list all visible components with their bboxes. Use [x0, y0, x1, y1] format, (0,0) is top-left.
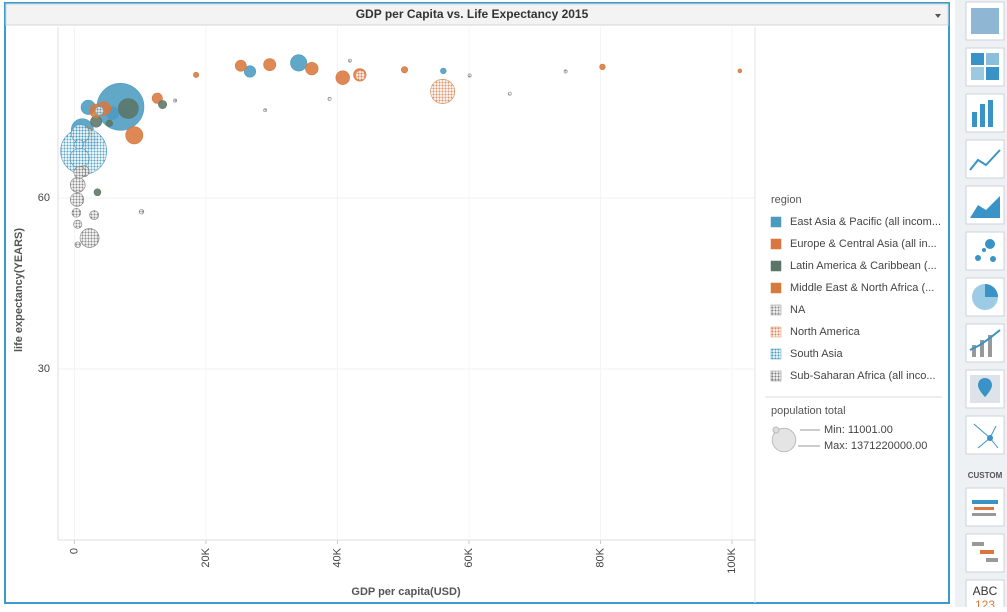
data-point [430, 78, 456, 104]
toolbar: CUSTOM ABC 123 [955, 0, 1007, 612]
data-point [89, 210, 99, 220]
text-button[interactable]: ABC 123 [965, 579, 1005, 612]
data-point [70, 177, 86, 193]
combo-button[interactable] [965, 323, 1005, 363]
data-point [243, 65, 257, 78]
line-button[interactable] [965, 139, 1005, 179]
legend-label: Sub-Saharan Africa (all inco... [790, 370, 936, 382]
size-legend-min: Min: 11001.00 [824, 424, 893, 436]
data-point [151, 92, 163, 104]
x-tick-label: 0 [68, 548, 80, 554]
data-point [305, 61, 319, 76]
data-point [263, 108, 267, 113]
legend-swatch [770, 282, 782, 294]
data-point [74, 139, 85, 150]
text-icon: ABC [973, 584, 998, 598]
data-point [193, 71, 200, 78]
x-tick-label: 60K [463, 547, 475, 567]
data-point [507, 91, 512, 96]
legend-label: South Asia [790, 348, 843, 360]
chart-frame [4, 2, 950, 604]
legend-label: North America [790, 326, 861, 338]
data-point [71, 208, 82, 218]
size-legend-max-circle [771, 427, 797, 453]
legend-label: Latin America & Caribbean (... [790, 260, 937, 272]
wordcloud-button[interactable] [965, 487, 1005, 527]
size-legend-min-circle [772, 426, 780, 434]
data-point [74, 241, 81, 248]
legend-label: Europe & Central Asia (all in... [790, 238, 937, 250]
legend-title: region [771, 194, 802, 206]
data-point [125, 126, 144, 145]
data-point [335, 70, 350, 85]
data-point [158, 100, 168, 109]
table-button[interactable] [965, 1, 1005, 41]
size-legend-max: Max: 1371220000.00 [824, 440, 927, 452]
chart-title: GDP per Capita vs. Life Expectancy 2015 [356, 7, 589, 21]
legend-swatch [770, 370, 782, 382]
x-tick-label: 80K [594, 547, 606, 567]
y-tick-label: 30 [38, 363, 50, 375]
legend-label: NA [790, 304, 806, 316]
data-point [599, 63, 606, 71]
pie-button[interactable] [965, 277, 1005, 317]
data-point [348, 58, 352, 63]
title-bar [5, 3, 949, 26]
network-button[interactable] [965, 415, 1005, 455]
legend-label: East Asia & Pacific (all incom... [790, 216, 941, 228]
data-point [138, 209, 145, 215]
data-point [70, 192, 85, 207]
x-tick-label: 100K [726, 547, 738, 573]
data-point [73, 219, 83, 229]
legend-swatch [770, 304, 782, 316]
y-tick-label: 60 [38, 192, 50, 204]
bar-button[interactable] [965, 93, 1005, 133]
x-tick-label: 40K [331, 547, 343, 567]
heatgrid-button[interactable] [965, 47, 1005, 87]
gantt-button[interactable] [965, 533, 1005, 573]
dropdown-arrow[interactable] [935, 14, 941, 18]
data-point [69, 148, 90, 169]
map-button[interactable] [965, 369, 1005, 409]
data-point [440, 67, 447, 75]
data-point [563, 69, 568, 74]
data-point [79, 228, 100, 248]
x-tick-label: 20K [200, 547, 212, 567]
legend-swatch [770, 238, 782, 250]
data-point [94, 106, 104, 116]
area-button[interactable] [965, 185, 1005, 225]
data-point [93, 188, 102, 197]
data-point [467, 73, 472, 78]
toolbar-section-label: CUSTOM [968, 471, 1003, 480]
x-axis-title: GDP per capita(USD) [351, 586, 461, 598]
data-point [105, 119, 113, 128]
size-legend-title: population total [771, 405, 846, 417]
y-axis-title: life expectancy(YEARS) [13, 228, 25, 352]
legend-swatch [770, 348, 782, 360]
legend-label: Middle East & North Africa (... [790, 282, 934, 294]
data-point [737, 68, 743, 74]
data-point [234, 59, 247, 72]
bubble-button[interactable] [965, 231, 1005, 271]
number-icon: 123 [975, 598, 995, 607]
data-point [173, 98, 178, 103]
legend-swatch [770, 216, 782, 228]
data-point [73, 166, 86, 179]
data-point [355, 70, 366, 81]
legend-swatch [770, 326, 782, 338]
legend-swatch [770, 260, 782, 272]
data-point [401, 66, 409, 74]
data-point [118, 98, 139, 119]
data-point [290, 54, 308, 72]
data-point [327, 96, 332, 101]
data-point [263, 58, 277, 72]
